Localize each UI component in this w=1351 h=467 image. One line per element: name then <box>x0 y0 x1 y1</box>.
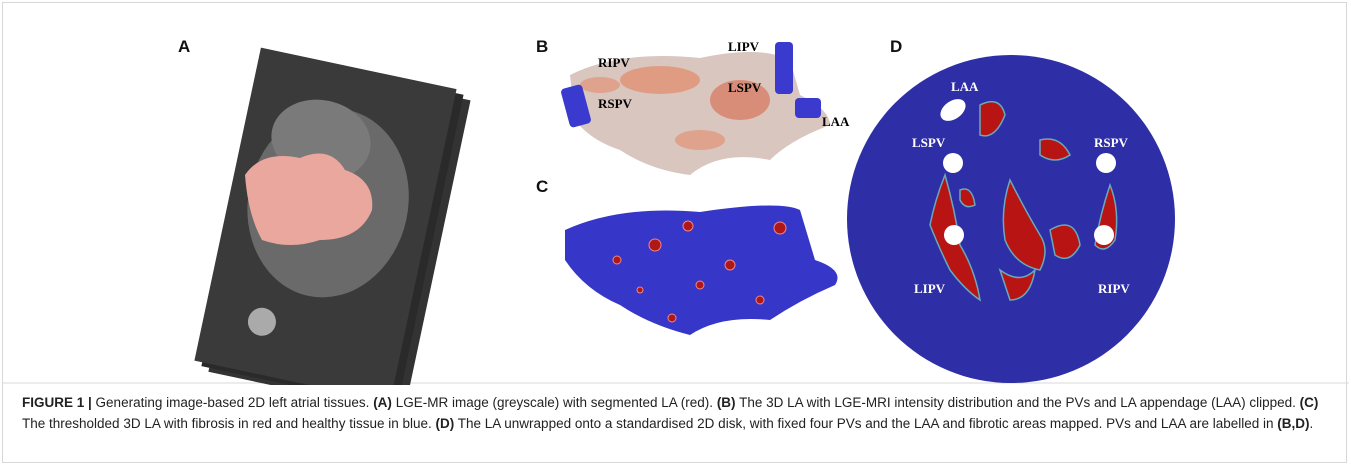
pv-label: RIPV <box>598 55 630 70</box>
pv-label: RSPV <box>1094 135 1129 150</box>
caption-text: The LA unwrapped onto a standardised 2D … <box>454 416 1277 431</box>
caption-text: LGE-MR image (greyscale) with segmented … <box>392 395 717 410</box>
figure: A B RIPV LIPV LSPV RSPV LAA C D <box>0 0 1351 385</box>
pv-label: LIPV <box>728 39 760 54</box>
figure-caption: FIGURE 1 | Generating image-based 2D lef… <box>22 392 1327 434</box>
pv-label: LAA <box>822 114 850 129</box>
panel-label: D <box>890 37 902 56</box>
pv-label: LAA <box>951 79 979 94</box>
panel-label: C <box>536 177 548 196</box>
pv-label: RIPV <box>1098 281 1130 296</box>
caption-text: (B) <box>717 395 736 410</box>
caption-text: (B,D) <box>1277 416 1309 431</box>
caption-text: The thresholded 3D LA with fibrosis in r… <box>22 416 436 431</box>
pv-label: LIPV <box>914 281 946 296</box>
pv-label: LSPV <box>728 80 762 95</box>
la-3d-fibrosis <box>565 205 838 335</box>
pv-label: LSPV <box>912 135 946 150</box>
caption-text: FIGURE 1 | <box>22 395 96 410</box>
caption-text: . <box>1310 416 1314 431</box>
caption-text: (C) <box>1300 395 1319 410</box>
panel-label: B <box>536 37 548 56</box>
caption-text: (A) <box>373 395 392 410</box>
caption-text: (D) <box>436 416 455 431</box>
caption-text: Generating image-based 2D left atrial ti… <box>96 395 374 410</box>
caption-text: The 3D LA with LGE-MRI intensity distrib… <box>736 395 1300 410</box>
pv-label: RSPV <box>598 96 633 111</box>
panel-label: A <box>178 37 190 56</box>
